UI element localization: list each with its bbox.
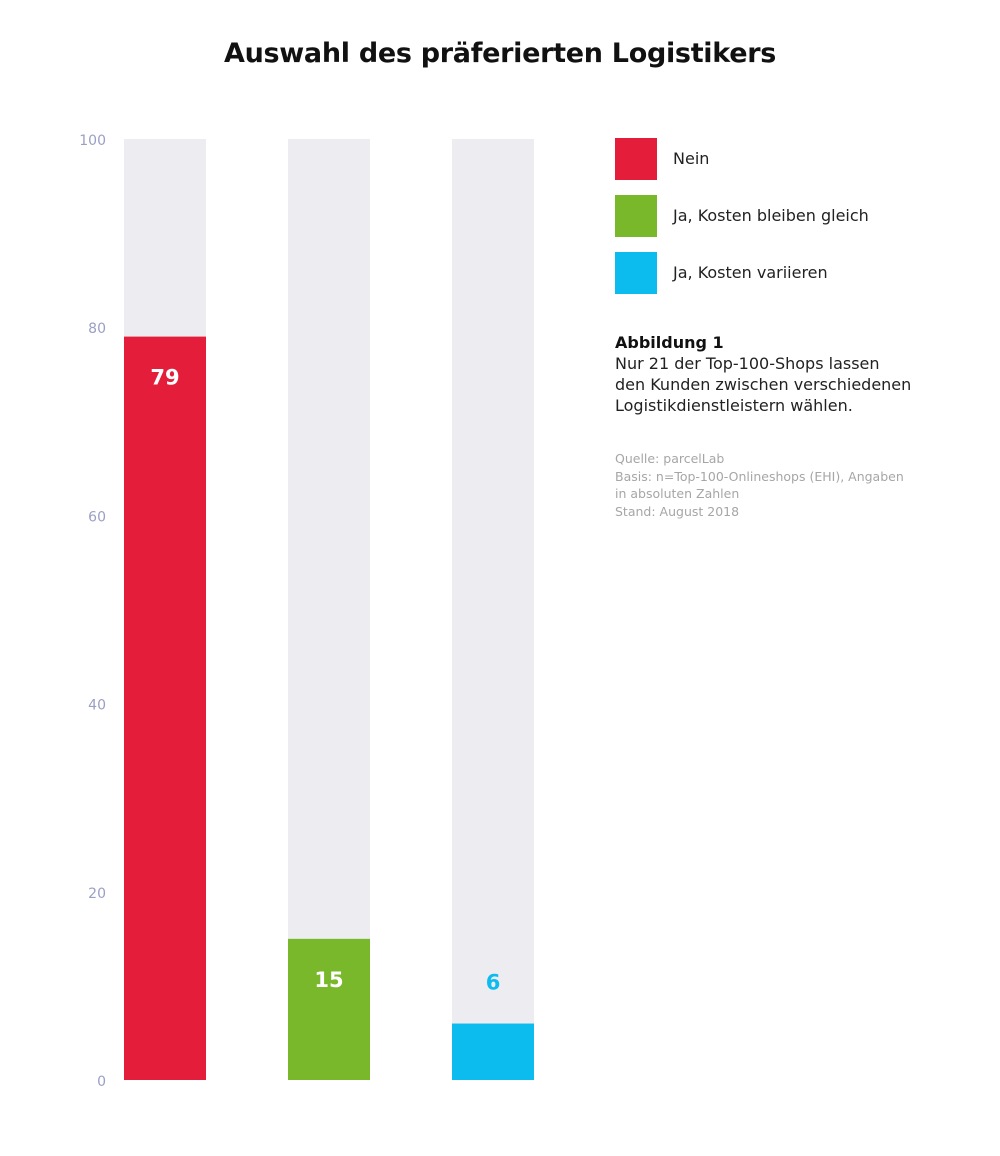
bar-track	[452, 139, 534, 1080]
source-line: Basis: n=Top-100-Onlineshops (EHI), Anga…	[615, 468, 904, 484]
data-label: 15	[314, 968, 343, 992]
figure-label: Abbildung 1	[615, 333, 724, 352]
bar	[288, 938, 370, 1080]
legend-swatch-nein	[615, 138, 657, 180]
legend-label-ja-kosten-gleich: Ja, Kosten bleiben gleich	[673, 206, 869, 225]
legend-label-nein: Nein	[673, 149, 710, 168]
source-line: Quelle: parcelLab	[615, 451, 725, 466]
bar-track	[288, 139, 370, 1080]
legend-item-ja-kosten-gleich: Ja, Kosten bleiben gleich	[615, 195, 955, 237]
figure-caption-line: den Kunden zwischen verschiedenen	[615, 375, 912, 394]
data-label: 79	[150, 366, 179, 390]
figure-caption-line: Nur 21 der Top-100-Shops lassen	[615, 354, 880, 373]
y-tick-label: 100	[79, 133, 106, 149]
legend-item-nein: Nein	[615, 138, 955, 180]
figure-caption: Abbildung 1 Nur 21 der Top-100-Shops las…	[615, 332, 945, 416]
legend-swatch-ja-kosten-variieren	[615, 252, 657, 294]
y-tick-label: 0	[97, 1074, 106, 1090]
y-tick-label: 40	[88, 698, 106, 714]
source-line: Stand: August 2018	[615, 503, 740, 519]
legend-item-ja-kosten-variieren: Ja, Kosten variieren	[615, 252, 955, 294]
bar	[452, 1023, 534, 1080]
source-line: in absoluten Zahlen	[615, 486, 740, 501]
data-label: 6	[486, 971, 501, 995]
bar	[124, 336, 206, 1080]
figure-caption-line: Logistikdienstleistern wählen.	[615, 396, 853, 415]
y-tick-label: 80	[88, 321, 106, 337]
y-tick-label: 60	[88, 509, 106, 525]
legend-label-ja-kosten-variieren: Ja, Kosten variieren	[673, 263, 828, 282]
chart-title: Auswahl des präferierten Logistikers	[224, 38, 776, 69]
source-notes: Quelle: parcelLab Basis: n=Top-100-Onlin…	[615, 450, 935, 520]
y-tick-label: 20	[88, 886, 106, 902]
legend-swatch-ja-kosten-gleich	[615, 195, 657, 237]
